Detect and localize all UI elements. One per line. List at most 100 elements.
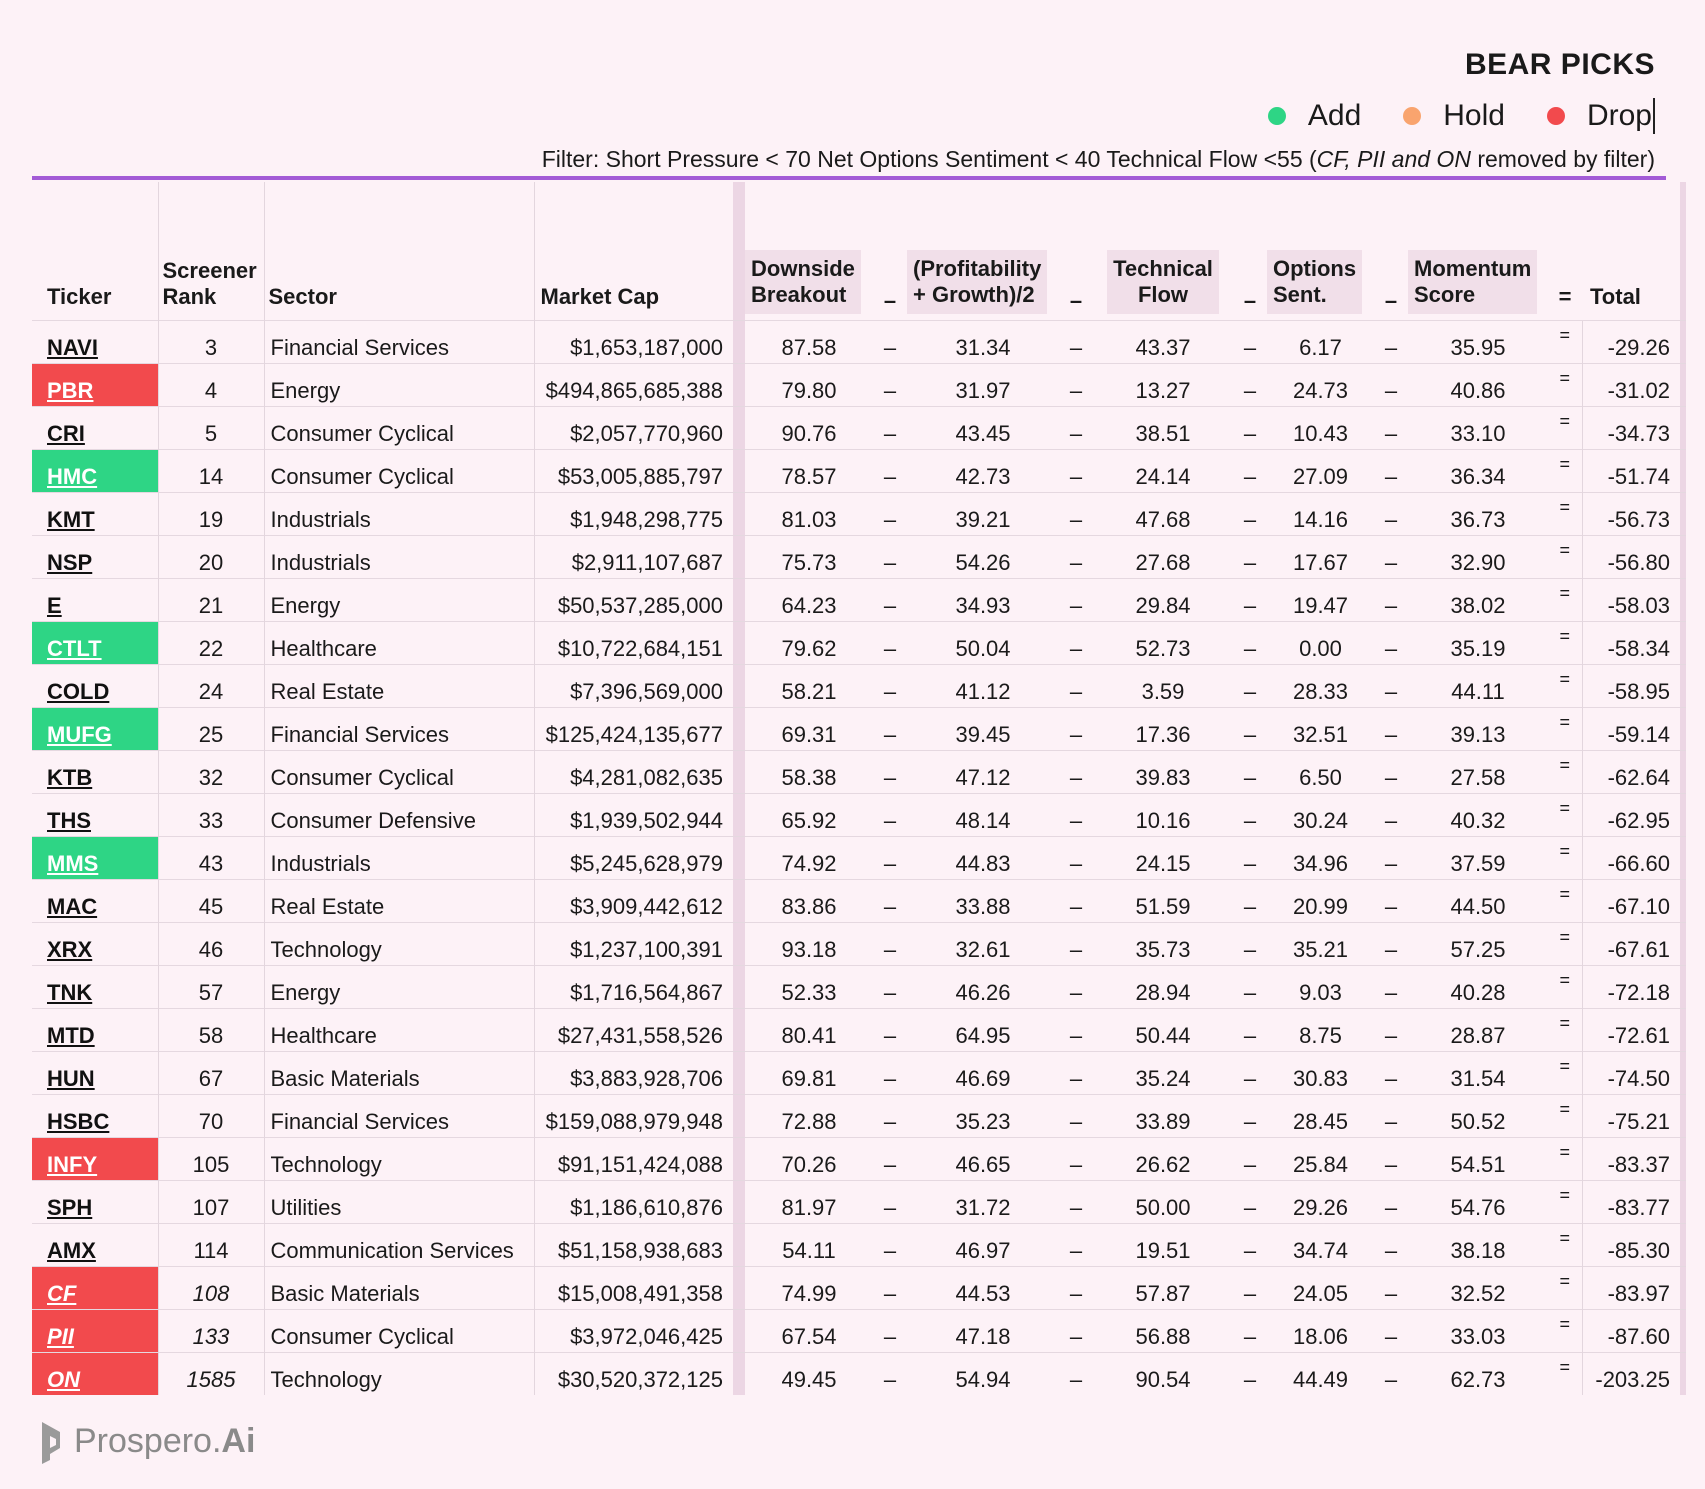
market-cap-cell: $7,396,569,000 [533, 663, 733, 707]
minus-operator: – [1233, 1222, 1267, 1266]
minus-operator: – [1374, 577, 1408, 621]
equals-operator: = [1548, 1308, 1582, 1352]
header-equals: = [1558, 283, 1572, 309]
momentum-score-cell: 32.90 [1408, 534, 1548, 578]
prospero-logo-icon [42, 1422, 60, 1464]
minus-operator: – [873, 577, 907, 621]
ticker-link[interactable]: XRX [47, 936, 93, 962]
profitability-growth-cell: 34.93 [907, 577, 1059, 621]
table-row: CF 108 Basic Materials $15,008,491,358 74.99… [32, 1265, 1686, 1309]
technical-flow-cell: 51.59 [1093, 878, 1233, 922]
minus-operator: – [873, 1265, 907, 1309]
column-gap [733, 577, 745, 621]
ticker-link[interactable]: TNK [47, 979, 93, 1005]
minus-operator: – [873, 1136, 907, 1180]
ticker-link[interactable]: HMC [47, 463, 98, 489]
ticker-link[interactable]: PII [47, 1323, 74, 1349]
ticker-link[interactable]: KTB [47, 764, 93, 790]
ticker-cell: AMX [32, 1222, 158, 1266]
ticker-cell: HSBC [32, 1093, 158, 1137]
options-sent-cell: 25.84 [1267, 1136, 1374, 1180]
minus-operator: – [1374, 1222, 1408, 1266]
minus-operator: – [1233, 620, 1267, 664]
ticker-cell: INFY [32, 1136, 158, 1180]
ticker-cell: HUN [32, 1050, 158, 1094]
column-gap [733, 835, 745, 879]
profitability-growth-cell: 31.34 [907, 319, 1059, 363]
ticker-link[interactable]: PBR [47, 377, 94, 403]
screener-rank-cell: 1585 [157, 1351, 264, 1395]
ticker-link[interactable]: INFY [47, 1151, 98, 1177]
column-gap-right [1680, 362, 1686, 406]
ticker-link[interactable]: HUN [47, 1065, 95, 1091]
market-cap-cell: $51,158,938,683 [533, 1222, 733, 1266]
ticker-link[interactable]: MMS [47, 850, 99, 876]
ticker-link[interactable]: E [47, 592, 62, 618]
ticker-link[interactable]: NAVI [47, 334, 98, 360]
downside-breakout-cell: 90.76 [745, 405, 873, 449]
screener-rank-cell: 107 [157, 1179, 264, 1223]
profitability-growth-cell: 48.14 [907, 792, 1059, 836]
total-cell: -56.73 [1581, 491, 1680, 535]
ticker-link[interactable]: CRI [47, 420, 85, 446]
ticker-link[interactable]: SPH [47, 1194, 93, 1220]
ticker-link[interactable]: NSP [47, 549, 93, 575]
equals-operator: = [1548, 534, 1582, 578]
options-sent-cell: 9.03 [1267, 964, 1374, 1008]
ticker-cell: KTB [32, 749, 158, 793]
column-gap-right [1680, 182, 1686, 320]
screener-rank-cell: 24 [157, 663, 264, 707]
technical-flow-cell: 43.37 [1093, 319, 1233, 363]
minus-operator: – [873, 964, 907, 1008]
technical-flow-cell: 24.14 [1093, 448, 1233, 492]
table-row: ON 1585 Technology $30,520,372,125 49.45–54.… [32, 1351, 1686, 1395]
ticker-link[interactable]: MAC [47, 893, 98, 919]
column-gap-right [1680, 1136, 1686, 1180]
momentum-score-cell: 36.34 [1408, 448, 1548, 492]
market-cap-cell: $125,424,135,677 [533, 706, 733, 750]
ticker-link[interactable]: CF [47, 1280, 77, 1306]
market-cap-cell: $2,911,107,687 [533, 534, 733, 578]
header-sector: Sector [263, 182, 534, 320]
minus-operator: – [1059, 1265, 1093, 1309]
ticker-link[interactable]: MUFG [47, 721, 112, 747]
table-row: CTLT 22 Healthcare $10,722,684,151 79.62–50.… [32, 620, 1686, 664]
ticker-link[interactable]: THS [47, 807, 91, 833]
ticker-link[interactable]: AMX [47, 1237, 96, 1263]
divider-line [32, 176, 1666, 180]
ticker-cell: HMC [32, 448, 158, 492]
downside-breakout-cell: 70.26 [745, 1136, 873, 1180]
technical-flow-cell: 3.59 [1093, 663, 1233, 707]
minus-operator: – [1059, 319, 1093, 363]
text-cursor [1653, 98, 1655, 134]
technical-flow-cell: 13.27 [1093, 362, 1233, 406]
minus-operator: – [873, 362, 907, 406]
header-ticker: Ticker [47, 283, 112, 309]
momentum-score-cell: 54.76 [1408, 1179, 1548, 1223]
column-gap [733, 1050, 745, 1094]
sector-cell: Industrials [263, 835, 534, 879]
equals-operator: = [1548, 1265, 1582, 1309]
downside-breakout-cell: 69.81 [745, 1050, 873, 1094]
profitability-growth-cell: 46.97 [907, 1222, 1059, 1266]
column-gap-right [1680, 534, 1686, 578]
sector-cell: Financial Services [263, 706, 534, 750]
ticker-link[interactable]: KMT [47, 506, 95, 532]
table-row: TNK 57 Energy $1,716,564,867 52.33–46.26–28.… [32, 964, 1686, 1008]
ticker-link[interactable]: CTLT [47, 635, 102, 661]
minus-operator: – [1233, 1136, 1267, 1180]
minus-operator: – [1374, 1093, 1408, 1137]
ticker-link[interactable]: ON [47, 1367, 80, 1392]
equals-operator: = [1548, 362, 1582, 406]
minus-operator: – [1233, 835, 1267, 879]
legend-add: Add [1267, 99, 1361, 133]
ticker-link[interactable]: MTD [47, 1022, 95, 1048]
screener-rank-cell: 67 [157, 1050, 264, 1094]
technical-flow-cell: 28.94 [1093, 964, 1233, 1008]
screener-rank-cell: 25 [157, 706, 264, 750]
sector-cell: Healthcare [263, 620, 534, 664]
ticker-link[interactable]: HSBC [47, 1108, 110, 1134]
ticker-link[interactable]: COLD [47, 678, 110, 704]
market-cap-cell: $3,972,046,425 [533, 1308, 733, 1352]
screener-rank-cell: 3 [157, 319, 264, 363]
